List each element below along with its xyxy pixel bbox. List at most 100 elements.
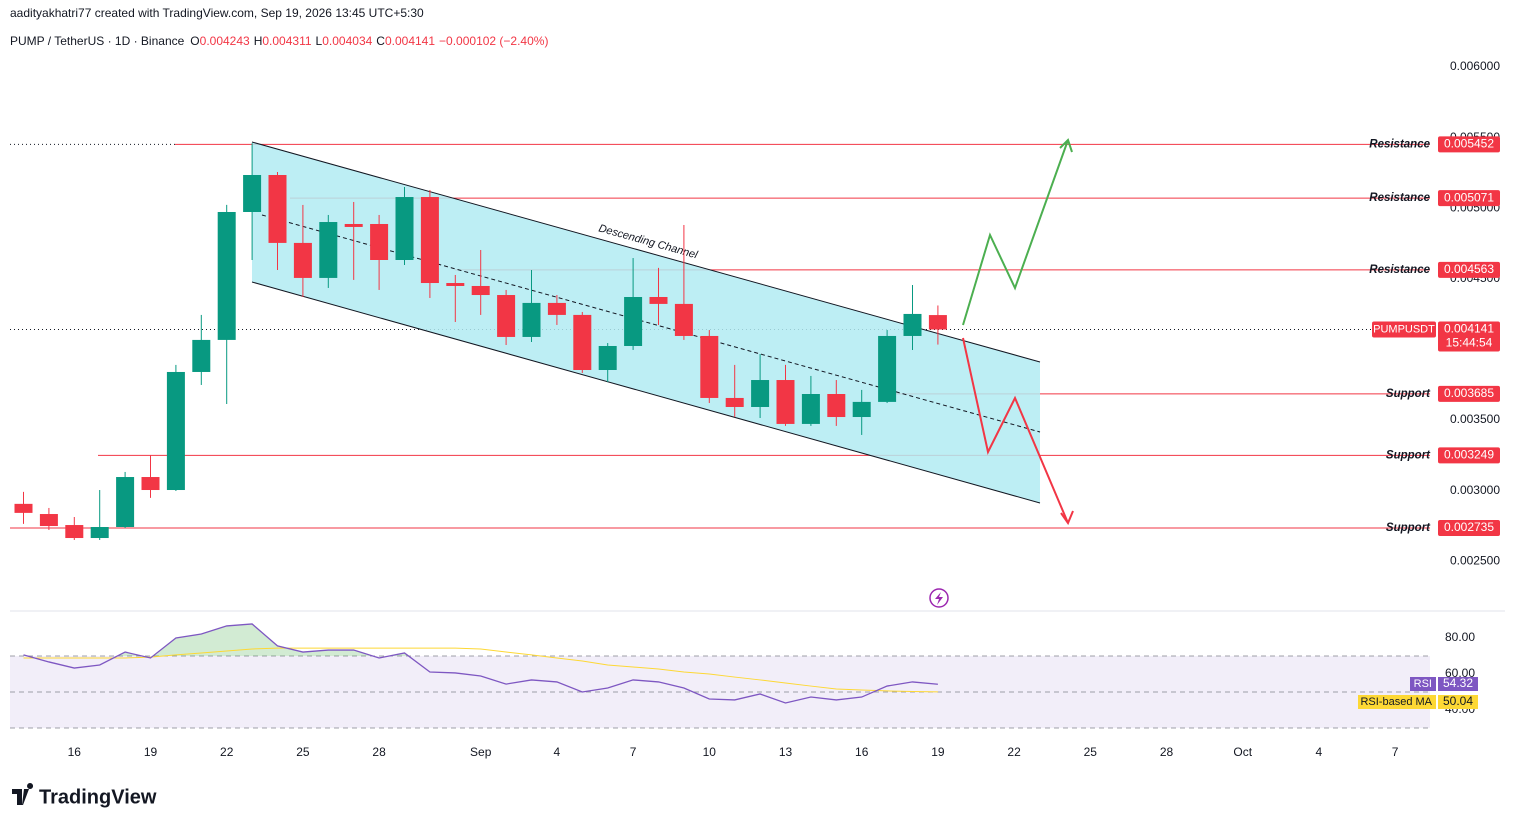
x-tick-label: 22 — [1007, 745, 1021, 759]
level-label: Support — [1386, 449, 1431, 461]
price-badge-value: 0.004141 — [1444, 322, 1494, 336]
x-tick-label: 19 — [931, 745, 945, 759]
ohlc-value: 0.004034 — [322, 34, 372, 48]
candle-body — [370, 223, 389, 261]
candle-body — [141, 477, 160, 491]
change: −0.000102 (−2.40%) — [439, 34, 548, 48]
level-value: 0.005452 — [1444, 137, 1494, 151]
bear-arrow — [962, 337, 1069, 524]
level-badge — [1438, 385, 1500, 402]
candle-body — [217, 211, 236, 340]
candle-body — [116, 477, 135, 528]
level-badge — [1438, 261, 1500, 278]
candle-body — [674, 303, 693, 336]
x-tick-label: Sep — [470, 745, 492, 759]
badges: Resistance 0.005452 Resistance 0.005071 Resi… — [1358, 136, 1500, 709]
candle-body — [90, 527, 109, 539]
candle-body — [801, 393, 820, 424]
candle-body — [65, 525, 84, 539]
x-tick-label: 4 — [1316, 745, 1323, 759]
rsi-value-badge — [1438, 695, 1478, 709]
level-value: 0.005071 — [1444, 190, 1494, 204]
x-tick-label: 7 — [630, 745, 637, 759]
level-badge — [1438, 447, 1500, 464]
level-label: Resistance — [1369, 138, 1430, 150]
y-tick-label: 0.006000 — [1450, 59, 1500, 73]
countdown: 15:44:54 — [1446, 336, 1493, 350]
price-badge — [1438, 321, 1500, 352]
level-badge — [1438, 190, 1500, 207]
y-tick-label: 0.003000 — [1450, 483, 1500, 497]
x-tick-label: 22 — [220, 745, 234, 759]
channel-mid — [261, 214, 1041, 433]
candle-body — [827, 393, 846, 418]
candle-body — [624, 296, 643, 346]
candle-body — [497, 295, 516, 337]
rsi-tick-label: 80.00 — [1445, 630, 1475, 644]
rsi-overbought-fill — [23, 623, 938, 656]
x-tick-label: 25 — [1084, 745, 1098, 759]
legend: PUMP / TetherUS · 1D · Binance O0.004243 H… — [10, 34, 548, 48]
ohlc-value: 0.004141 — [385, 34, 435, 48]
symbol-badge-text: PUMPUSDT — [1373, 323, 1435, 335]
rsi-name: RSI — [1414, 678, 1432, 690]
candle-body — [573, 314, 592, 370]
x-tick-label: 19 — [144, 745, 158, 759]
bull-arrow-head — [1059, 138, 1073, 153]
candle-body — [344, 223, 363, 227]
rsi-value: 50.04 — [1443, 694, 1473, 708]
candle-body — [243, 174, 262, 212]
candle-body — [598, 345, 617, 370]
candle-body — [293, 242, 312, 278]
event-icon[interactable] — [929, 588, 949, 608]
level-badge — [1438, 519, 1500, 536]
candle-body — [268, 174, 287, 243]
ohlc-key: O — [190, 34, 199, 48]
candle-body — [166, 371, 185, 491]
x-tick-label: 10 — [703, 745, 717, 759]
candle-body — [192, 339, 211, 372]
x-tick-label: 16 — [68, 745, 82, 759]
level-label: Support — [1386, 388, 1431, 400]
channel-bottom — [251, 281, 1041, 504]
y-tick-label: 0.002500 — [1450, 553, 1500, 567]
x-tick-label: 28 — [1160, 745, 1174, 759]
event-bolt — [935, 592, 943, 605]
ohlc-key: L — [316, 34, 323, 48]
candle-body — [928, 315, 947, 330]
candle-body — [903, 313, 922, 336]
candle-body — [446, 283, 465, 286]
rsi-name-badge — [1358, 695, 1436, 709]
logo-mark — [12, 783, 34, 805]
level-label: Resistance — [1369, 192, 1430, 204]
candle-body — [751, 380, 770, 407]
candle-body — [522, 302, 541, 337]
candle-body — [420, 197, 439, 284]
legend: PUMP / TetherUS · 1D · Binance O0.004243 H… — [10, 34, 548, 48]
candle-body — [471, 285, 490, 296]
rsi-line — [23, 647, 938, 693]
ohlc-key: C — [376, 34, 385, 48]
channel-fill — [252, 142, 1040, 503]
ohlc-value: 0.004311 — [262, 34, 311, 48]
level-badge — [1438, 136, 1500, 153]
ohlc-key: H — [254, 34, 263, 48]
rsi-line — [23, 623, 938, 704]
ohlc-value: 0.004243 — [200, 34, 250, 48]
candle-body — [700, 335, 719, 398]
candle-body — [547, 302, 566, 315]
level-value: 0.002735 — [1444, 520, 1494, 534]
x-tick-label: 7 — [1392, 745, 1399, 759]
candle-body — [776, 380, 795, 424]
x-tick-label: 28 — [372, 745, 386, 759]
level-value: 0.003249 — [1444, 448, 1494, 462]
rsi-name: RSI-based MA — [1360, 696, 1432, 708]
candle-body — [319, 222, 338, 278]
candle-body — [395, 197, 414, 261]
rsi-pane — [10, 623, 1430, 729]
candle-body — [878, 335, 897, 402]
candle-body — [852, 401, 871, 418]
symbol-badge — [1372, 321, 1436, 338]
